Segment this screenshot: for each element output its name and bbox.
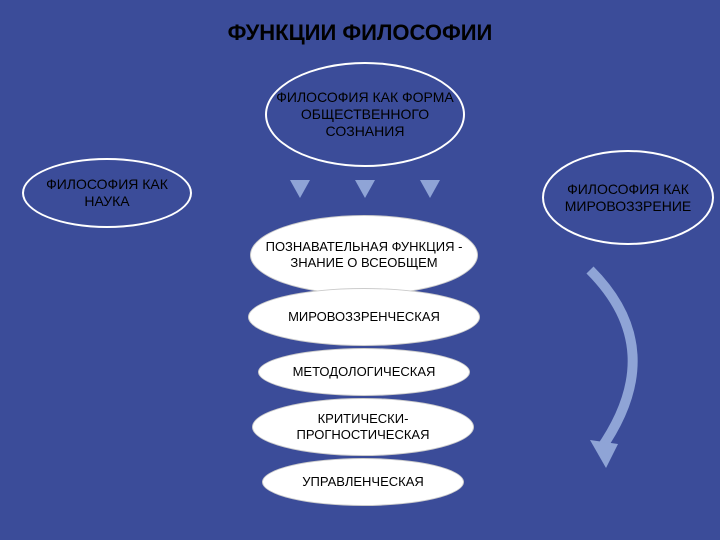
- arrow-down-icon: [290, 180, 310, 198]
- diagram-canvas: ФУНКЦИИ ФИЛОСОФИИ ФИЛОСОФИЯ КАК ФОРМА ОБ…: [0, 0, 720, 540]
- node-func-methodological: МЕТОДОЛОГИЧЕСКАЯ: [258, 348, 470, 396]
- func2-label: МИРОВОЗЗРЕНЧЕСКАЯ: [288, 309, 440, 325]
- arrow-down-icon: [355, 180, 375, 198]
- curved-arrow-icon: [540, 260, 690, 480]
- node-right-label: ФИЛОСОФИЯ КАК МИРОВОЗЗРЕНИЕ: [550, 181, 706, 215]
- node-func-managerial: УПРАВЛЕНЧЕСКАЯ: [262, 458, 464, 506]
- node-left-label: ФИЛОСОФИЯ КАК НАУКА: [30, 176, 184, 210]
- func3-label: МЕТОДОЛОГИЧЕСКАЯ: [293, 364, 436, 380]
- node-top-center: ФИЛОСОФИЯ КАК ФОРМА ОБЩЕСТВЕННОГО СОЗНАН…: [265, 62, 465, 167]
- func4-label: КРИТИЧЕСКИ-ПРОГНОСТИЧЕСКАЯ: [259, 411, 467, 442]
- node-func-cognitive: ПОЗНАВАТЕЛЬНАЯ ФУНКЦИЯ - ЗНАНИЕ О ВСЕОБЩ…: [250, 215, 478, 295]
- curved-arrow-path: [590, 270, 633, 450]
- node-left: ФИЛОСОФИЯ КАК НАУКА: [22, 158, 192, 228]
- node-func-worldview: МИРОВОЗЗРЕНЧЕСКАЯ: [248, 288, 480, 346]
- node-right: ФИЛОСОФИЯ КАК МИРОВОЗЗРЕНИЕ: [542, 150, 714, 245]
- func1-label: ПОЗНАВАТЕЛЬНАЯ ФУНКЦИЯ - ЗНАНИЕ О ВСЕОБЩ…: [257, 239, 471, 270]
- curved-arrow-head: [590, 440, 618, 468]
- page-title: ФУНКЦИИ ФИЛОСОФИИ: [0, 20, 720, 46]
- node-top-label: ФИЛОСОФИЯ КАК ФОРМА ОБЩЕСТВЕННОГО СОЗНАН…: [273, 89, 457, 139]
- func5-label: УПРАВЛЕНЧЕСКАЯ: [302, 474, 424, 490]
- arrow-down-icon: [420, 180, 440, 198]
- title-text: ФУНКЦИИ ФИЛОСОФИИ: [228, 20, 493, 45]
- node-func-critical: КРИТИЧЕСКИ-ПРОГНОСТИЧЕСКАЯ: [252, 398, 474, 456]
